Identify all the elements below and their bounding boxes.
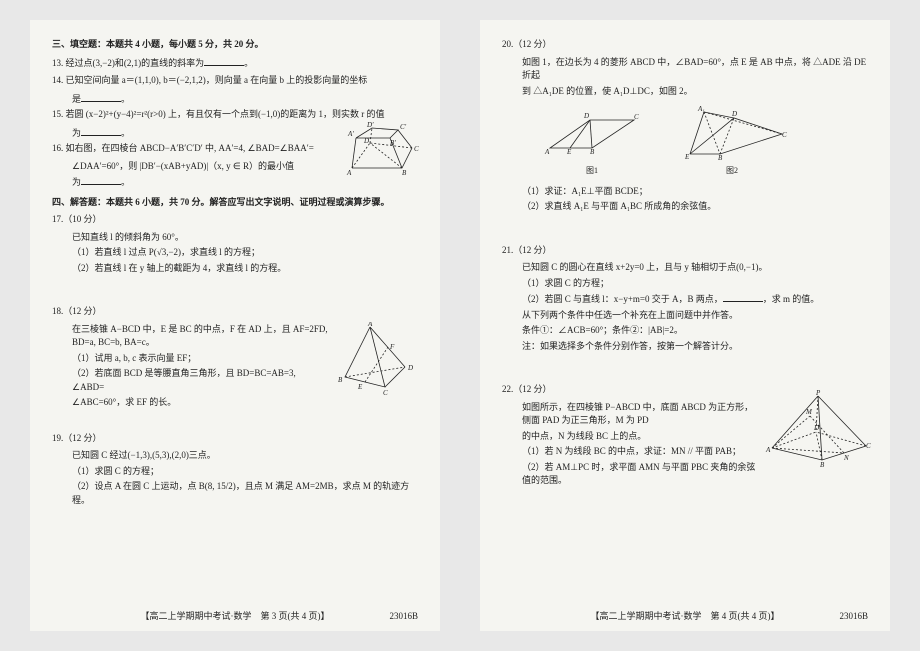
- svg-text:B: B: [402, 169, 407, 177]
- figure-q20-rhombus1: A B C D E: [542, 104, 642, 160]
- q17-part2: （2）若直线 l 在 y 轴上的截距为 4，求直线 l 的方程。: [52, 262, 418, 276]
- svg-text:D: D: [583, 112, 589, 120]
- q21-conditions: 条件①：∠ACB=60°；条件②：|AB|=2。: [502, 324, 868, 338]
- q21-part2-text2: ，求 m 的值。: [763, 294, 820, 304]
- q14-line2: 是。: [52, 92, 418, 107]
- svg-text:E: E: [566, 148, 572, 156]
- q21-part1: （1）求圆 C 的方程；: [502, 277, 868, 291]
- q16-text-c: 为: [72, 177, 81, 187]
- svg-text:A: A: [544, 148, 550, 156]
- q19-given: 已知圆 C 经过(−1,3),(5,3),(2,0)三点。: [52, 449, 418, 463]
- footer-text: 【高二上学期期中考试·数学 第 4 页(共 4 页)】: [591, 611, 780, 621]
- svg-text:B: B: [338, 376, 343, 384]
- fig1-label: 图1: [542, 165, 642, 177]
- svg-text:C: C: [383, 389, 388, 397]
- footer-code: 23016B: [389, 610, 418, 624]
- footer-text: 【高二上学期期中考试·数学 第 3 页(共 4 页)】: [141, 611, 330, 621]
- q14: 14. 已知空间向量 a＝(1,1,0), b＝(−2,1,2)，则向量 a 在…: [52, 74, 418, 88]
- q17-part1: （1）若直线 l 过点 P(√3,−2)，求直线 l 的方程；: [52, 246, 418, 260]
- svg-text:A: A: [346, 169, 352, 177]
- q19-part2: （2）设点 A 在圆 C 上运动，点 B(8, 15/2)，且点 M 满足 AM…: [52, 480, 418, 507]
- figure-q20-fold2: A₁ B C D E: [672, 104, 792, 160]
- svg-text:E: E: [684, 153, 690, 160]
- q21-choose: 从下列两个条件中任选一个补充在上面问题中并作答。: [502, 309, 868, 323]
- svg-text:B: B: [718, 154, 723, 160]
- svg-text:A₁: A₁: [697, 105, 705, 113]
- q20: 20.（12 分）: [502, 38, 868, 52]
- footer-right: 【高二上学期期中考试·数学 第 4 页(共 4 页)】 23016B: [480, 610, 890, 624]
- q14-text-b: 是: [72, 94, 81, 104]
- blank: [81, 175, 121, 185]
- section-3-title: 三、填空题：本题共 4 小题，每小题 5 分，共 20 分。: [52, 38, 418, 52]
- figure-q18-tetra: A B C D E F: [330, 322, 420, 400]
- svg-text:A′: A′: [347, 130, 354, 138]
- q21-part2: （2）若圆 C 与直线 l：x−y+m=0 交于 A，B 两点， ，求 m 的值。: [502, 292, 868, 307]
- section-4-title: 四、解答题：本题共 6 小题，共 70 分。解答应写出文字说明、证明过程或演算步…: [52, 196, 418, 210]
- svg-text:C: C: [782, 131, 787, 139]
- blank: [81, 92, 121, 102]
- svg-text:C: C: [634, 113, 639, 121]
- q20-given-a: 如图 1，在边长为 4 的菱形 ABCD 中，∠BAD=60°，点 E 是 AB…: [502, 56, 868, 83]
- svg-text:A: A: [765, 446, 771, 454]
- q19-part1: （1）求圆 C 的方程；: [52, 465, 418, 479]
- q13-text: 13. 经过点(3,−2)和(2,1)的直线的斜率为: [52, 58, 204, 68]
- svg-text:B: B: [590, 148, 595, 156]
- svg-text:M: M: [805, 408, 813, 416]
- svg-text:D: D: [813, 424, 819, 432]
- q16-text-a: 16. 如右图，在四棱台 ABCD−A′B′C′D′ 中, AA′=4, ∠BA…: [52, 143, 314, 153]
- blank: [81, 126, 121, 136]
- fig2-label: 图2: [672, 165, 792, 177]
- svg-text:D: D: [731, 110, 737, 118]
- q20-part2: （2）求直线 A₁E 与平面 A₁BC 所成角的余弦值。: [502, 200, 868, 214]
- svg-text:B′: B′: [390, 139, 396, 147]
- q17-given: 已知直线 l 的倾斜角为 60°。: [52, 231, 418, 245]
- svg-text:E: E: [357, 383, 363, 391]
- svg-text:F: F: [389, 343, 395, 351]
- q18: 18.（12 分）: [52, 305, 418, 319]
- blank: [723, 292, 763, 302]
- svg-text:C: C: [414, 145, 419, 153]
- svg-text:D: D: [407, 364, 413, 372]
- q21-part2-text: （2）若圆 C 与直线 l：x−y+m=0 交于 A，B 两点，: [522, 294, 723, 304]
- q21: 21.（12 分）: [502, 244, 868, 258]
- q21-given: 已知圆 C 的圆心在直线 x+2y=0 上，且与 y 轴相切于点(0,−1)。: [502, 261, 868, 275]
- q13: 13. 经过点(3,−2)和(2,1)的直线的斜率为。: [52, 56, 418, 71]
- page-4: 20.（12 分） 如图 1，在边长为 4 的菱形 ABCD 中，∠BAD=60…: [480, 20, 890, 631]
- q16-text-b: ∠DAA′=60°，则 |DB′−(xAB+yAD)|（x, y ∈ R）的最小…: [72, 161, 294, 171]
- q21-note: 注：如果选择多个条件分别作答，按第一个解答计分。: [502, 340, 868, 354]
- footer-code: 23016B: [839, 610, 868, 624]
- figure-q22-pyramid: P A B C D M N: [762, 390, 874, 470]
- svg-text:C: C: [866, 442, 871, 450]
- svg-text:B: B: [820, 461, 825, 469]
- blank: [204, 56, 244, 66]
- q20-part1: （1）求证：A₁E⊥平面 BCDE；: [502, 185, 868, 199]
- q14-text-a: 14. 已知空间向量 a＝(1,1,0), b＝(−2,1,2)，则向量 a 在…: [52, 75, 367, 85]
- q19: 19.（12 分）: [52, 432, 418, 446]
- svg-text:D′: D′: [366, 121, 374, 129]
- q20-figures: A B C D E 图1 A₁ B C D E 图2: [502, 104, 868, 177]
- svg-text:C′: C′: [400, 123, 407, 131]
- q17: 17.（10 分）: [52, 213, 418, 227]
- svg-text:N: N: [843, 454, 849, 462]
- footer-left: 【高二上学期期中考试·数学 第 3 页(共 4 页)】 23016B: [30, 610, 440, 624]
- svg-text:D: D: [363, 137, 369, 145]
- svg-text:P: P: [815, 390, 821, 397]
- q15-text-b: 为: [72, 128, 81, 138]
- figure-q16-prism: A B C D A′ B′ C′ D′: [322, 118, 422, 180]
- q20-given-b: 到 △A₁DE 的位置，使 A₁D⊥DC，如图 2。: [502, 85, 868, 99]
- page-3: 三、填空题：本题共 4 小题，每小题 5 分，共 20 分。 13. 经过点(3…: [30, 20, 440, 631]
- svg-text:A: A: [367, 322, 373, 328]
